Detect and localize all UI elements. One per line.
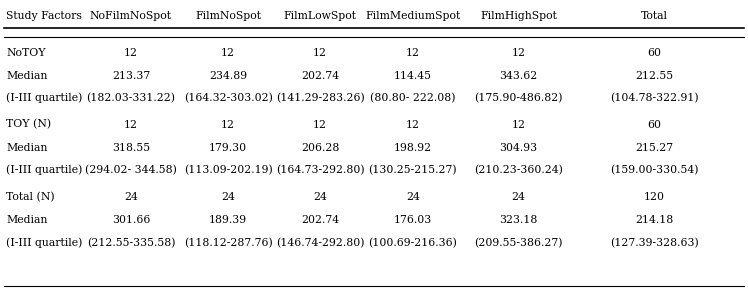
Text: 206.28: 206.28	[301, 143, 340, 153]
Text: 12: 12	[512, 120, 525, 130]
Text: 12: 12	[124, 120, 138, 130]
Text: TOY (N): TOY (N)	[6, 119, 51, 130]
Text: 12: 12	[313, 48, 327, 58]
Text: (118.12-287.76): (118.12-287.76)	[184, 237, 272, 248]
Text: 202.74: 202.74	[301, 215, 339, 225]
Text: (100.69-216.36): (100.69-216.36)	[369, 237, 457, 248]
Text: 176.03: 176.03	[393, 215, 432, 225]
Text: 318.55: 318.55	[112, 143, 150, 153]
Text: 214.18: 214.18	[635, 215, 674, 225]
Text: FilmLowSpot: FilmLowSpot	[283, 11, 357, 21]
Text: (164.32-303.02): (164.32-303.02)	[184, 93, 272, 103]
Text: 24: 24	[313, 192, 327, 202]
Text: (130.25-215.27): (130.25-215.27)	[369, 165, 457, 175]
Text: 202.74: 202.74	[301, 71, 339, 81]
Text: FilmNoSpot: FilmNoSpot	[195, 11, 261, 21]
Text: Total (N): Total (N)	[6, 192, 55, 202]
Text: 343.62: 343.62	[499, 71, 538, 81]
Text: 189.39: 189.39	[209, 215, 247, 225]
Text: 60: 60	[648, 48, 661, 58]
Text: 304.93: 304.93	[500, 143, 537, 153]
Text: 212.55: 212.55	[636, 71, 673, 81]
Text: (210.23-360.24): (210.23-360.24)	[474, 165, 562, 175]
Text: 12: 12	[221, 48, 235, 58]
Text: (159.00-330.54): (159.00-330.54)	[610, 165, 699, 175]
Text: 24: 24	[512, 192, 525, 202]
Text: (146.74-292.80): (146.74-292.80)	[276, 237, 364, 248]
Text: 198.92: 198.92	[394, 143, 432, 153]
Text: 12: 12	[406, 48, 420, 58]
Text: Median: Median	[6, 215, 47, 225]
Text: (209.55-386.27): (209.55-386.27)	[474, 237, 562, 248]
Text: (I-III quartile): (I-III quartile)	[6, 165, 82, 175]
Text: 12: 12	[313, 120, 327, 130]
Text: (141.29-283.26): (141.29-283.26)	[276, 93, 364, 103]
Text: (80.80- 222.08): (80.80- 222.08)	[370, 93, 456, 103]
Text: (294.02- 344.58): (294.02- 344.58)	[85, 165, 177, 175]
Text: 12: 12	[221, 120, 235, 130]
Text: (I-III quartile): (I-III quartile)	[6, 237, 82, 248]
Text: Study Factors: Study Factors	[6, 11, 82, 21]
Text: (127.39-328.63): (127.39-328.63)	[610, 237, 699, 248]
Text: FilmMediumSpot: FilmMediumSpot	[365, 11, 461, 21]
Text: 120: 120	[644, 192, 665, 202]
Text: FilmHighSpot: FilmHighSpot	[480, 11, 557, 21]
Text: (113.09-202.19): (113.09-202.19)	[184, 165, 272, 175]
Text: (212.55-335.58): (212.55-335.58)	[87, 237, 175, 248]
Text: 24: 24	[124, 192, 138, 202]
Text: 60: 60	[648, 120, 661, 130]
Text: Total: Total	[641, 11, 668, 21]
Text: Median: Median	[6, 71, 47, 81]
Text: 12: 12	[124, 48, 138, 58]
Text: 323.18: 323.18	[499, 215, 538, 225]
Text: 213.37: 213.37	[111, 71, 150, 81]
Text: 24: 24	[406, 192, 420, 202]
Text: (I-III quartile): (I-III quartile)	[6, 93, 82, 103]
Text: 215.27: 215.27	[636, 143, 673, 153]
Text: (175.90-486.82): (175.90-486.82)	[474, 93, 562, 103]
Text: Median: Median	[6, 143, 47, 153]
Text: 24: 24	[221, 192, 235, 202]
Text: 114.45: 114.45	[394, 71, 432, 81]
Text: (164.73-292.80): (164.73-292.80)	[276, 165, 364, 175]
Text: 12: 12	[512, 48, 525, 58]
Text: NoFilmNoSpot: NoFilmNoSpot	[90, 11, 172, 21]
Text: 234.89: 234.89	[209, 71, 247, 81]
Text: NoTOY: NoTOY	[6, 48, 46, 58]
Text: 12: 12	[406, 120, 420, 130]
Text: (104.78-322.91): (104.78-322.91)	[610, 93, 699, 103]
Text: (182.03-331.22): (182.03-331.22)	[87, 93, 175, 103]
Text: 179.30: 179.30	[209, 143, 247, 153]
Text: 301.66: 301.66	[111, 215, 150, 225]
